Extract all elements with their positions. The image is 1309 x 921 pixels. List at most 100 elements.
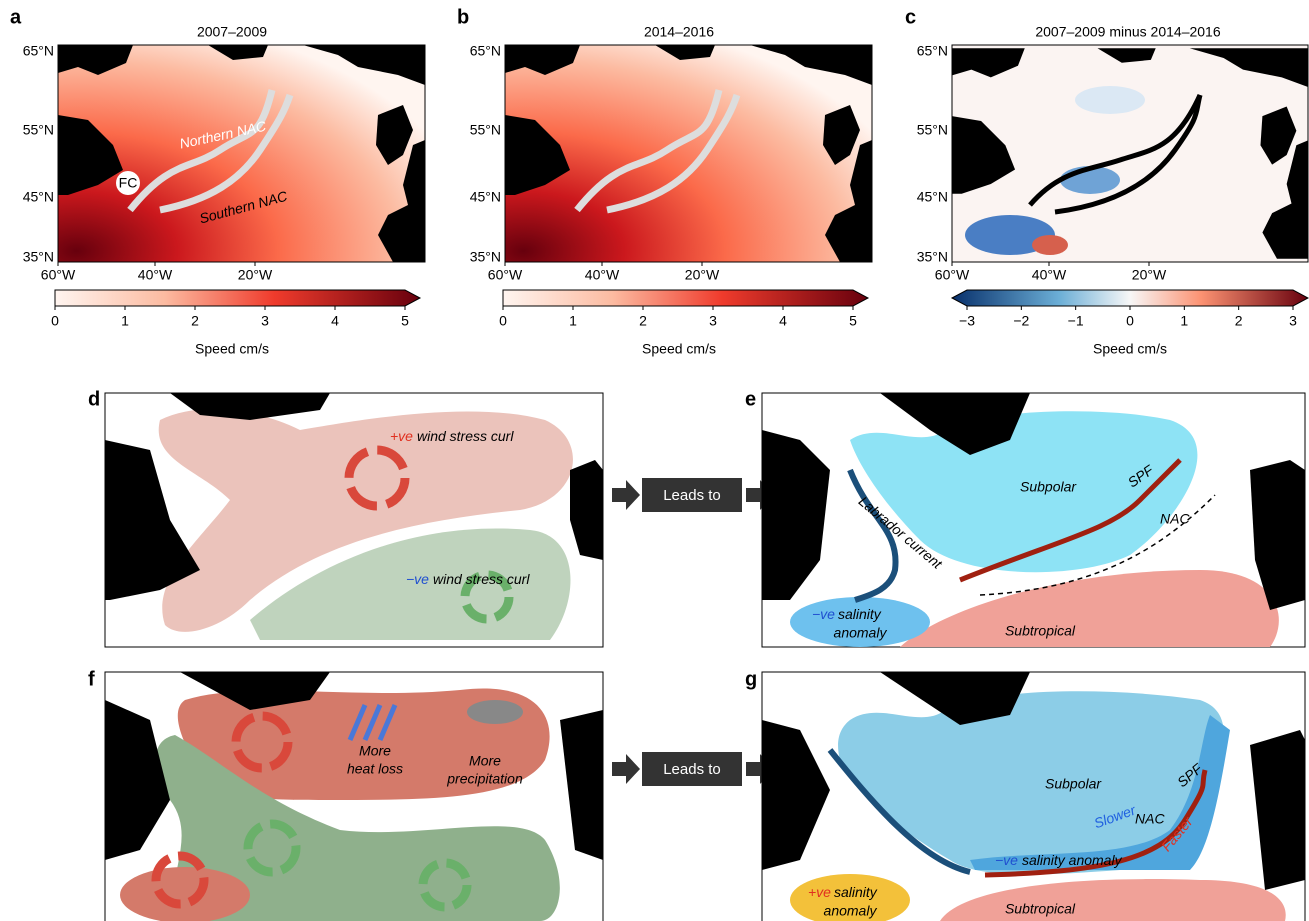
y-tick-label: 55°N [470,122,501,138]
colorbar-tick-label: 0 [499,313,507,329]
sign: +ve [390,428,413,444]
colorbar-tick-label: 1 [1180,313,1188,329]
x-tick-label: 20°W [238,267,273,283]
x-tick-label: 60°W [935,267,970,283]
anomaly-blob [1075,86,1145,114]
sign: −ve [406,571,429,587]
salinity-anomaly [790,597,930,647]
curl-icon [344,445,410,511]
y-tick-label: 35°N [917,249,948,265]
leads-to-arrows [612,478,774,786]
annotation: More [469,753,501,769]
colorbar-tick-label: −2 [1013,313,1029,329]
nac-arrow [959,458,1182,583]
annotation-text: salinity [834,884,878,900]
flow-arrow [127,89,276,213]
heat-icon [347,704,398,741]
x-tick-label: 40°W [138,267,173,283]
cloud-icon [467,700,523,724]
panel-letter: e [745,388,756,410]
panel-title: 2014–2016 [644,24,714,40]
curl-icon [418,858,472,912]
schematic-g [761,671,1306,921]
colorbar-label: Speed cm/s [1093,341,1167,357]
colorbar-tick-label: 0 [1126,313,1134,329]
colorbar-tick-label: 3 [261,313,269,329]
colorbar-tick-label: 3 [709,313,717,329]
flow-arrow [574,89,723,213]
curl-icon [460,570,514,624]
colorbar-tick-label: −1 [1068,313,1084,329]
label-box [642,478,742,512]
sign: +ve [808,884,831,900]
colorbar-tick-label: 5 [401,313,409,329]
colorbar-tick-label: 0 [51,313,59,329]
annotation: +ve wind stress curl [390,428,514,444]
annotation-text: salinity [838,606,882,622]
leads-to-label: Leads to [663,487,721,504]
annotation-text: wind stress curl [417,428,514,444]
y-tick-label: 65°N [23,43,54,59]
y-tick-label: 65°N [470,43,501,59]
y-tick-label: 35°N [470,249,501,265]
land [762,430,830,600]
x-tick-label: 20°W [685,267,720,283]
panel-letter: g [745,668,757,690]
subtropical-gyre [940,879,1286,921]
curl-icon [231,711,293,773]
colorbar-tick-label: 1 [569,313,577,329]
x-tick-label: 60°W [41,267,76,283]
land [560,710,603,860]
colorbar-tick-label: 2 [1235,313,1243,329]
curl-icon [243,819,301,877]
land [1250,460,1305,610]
colorbar-label: Speed cm/s [642,341,716,357]
subpolar-gyre [850,411,1198,573]
sign: −ve [812,606,835,622]
x-tick-label: 40°W [585,267,620,283]
salinity-anomaly [790,874,910,921]
labrador-current [827,748,971,875]
label-box [642,752,742,786]
annotation: −ve wind stress curl [406,571,530,587]
x-tick-label: 20°W [1132,267,1167,283]
annotation: FC [119,175,138,191]
land [762,720,830,870]
annotation-text: wind stress curl [433,571,530,587]
map-b [504,44,873,263]
negative-region [155,735,560,921]
annotation: NAC [1135,811,1165,827]
map-a [57,44,426,263]
dashed-path [979,494,1216,596]
annotation: Subpolar [1045,776,1102,792]
subtropical-gyre [900,570,1279,647]
panel-letter: d [88,388,100,410]
leads-to-label: Leads to [663,761,721,778]
annotation: −ve salinity [812,606,882,622]
colorbar-tick-label: 2 [639,313,647,329]
flow-arrow [1028,93,1203,207]
panel-title: 2007–2009 [197,24,267,40]
annotation: Subtropical [1005,901,1076,917]
panel-letter: b [457,6,469,28]
colorbar [950,289,1309,307]
land [105,440,200,600]
anomaly-blob [1032,235,1068,255]
colorbar-tick-label: 2 [191,313,199,329]
y-tick-label: 35°N [23,249,54,265]
colorbar-label: Speed cm/s [195,341,269,357]
y-tick-label: 45°N [23,189,54,205]
land [880,393,1030,455]
colorbar [54,289,422,307]
annotation: Subpolar [1020,479,1077,495]
land [1250,730,1305,890]
flow-arrow [606,93,741,214]
colorbar-tick-label: 4 [779,313,787,329]
colorbar-tick-label: 5 [849,313,857,329]
schematic-f [104,671,604,921]
y-tick-label: 55°N [23,122,54,138]
land [880,672,1030,725]
colorbar-tick-label: 3 [1289,313,1297,329]
annotation: anomaly [834,625,888,641]
